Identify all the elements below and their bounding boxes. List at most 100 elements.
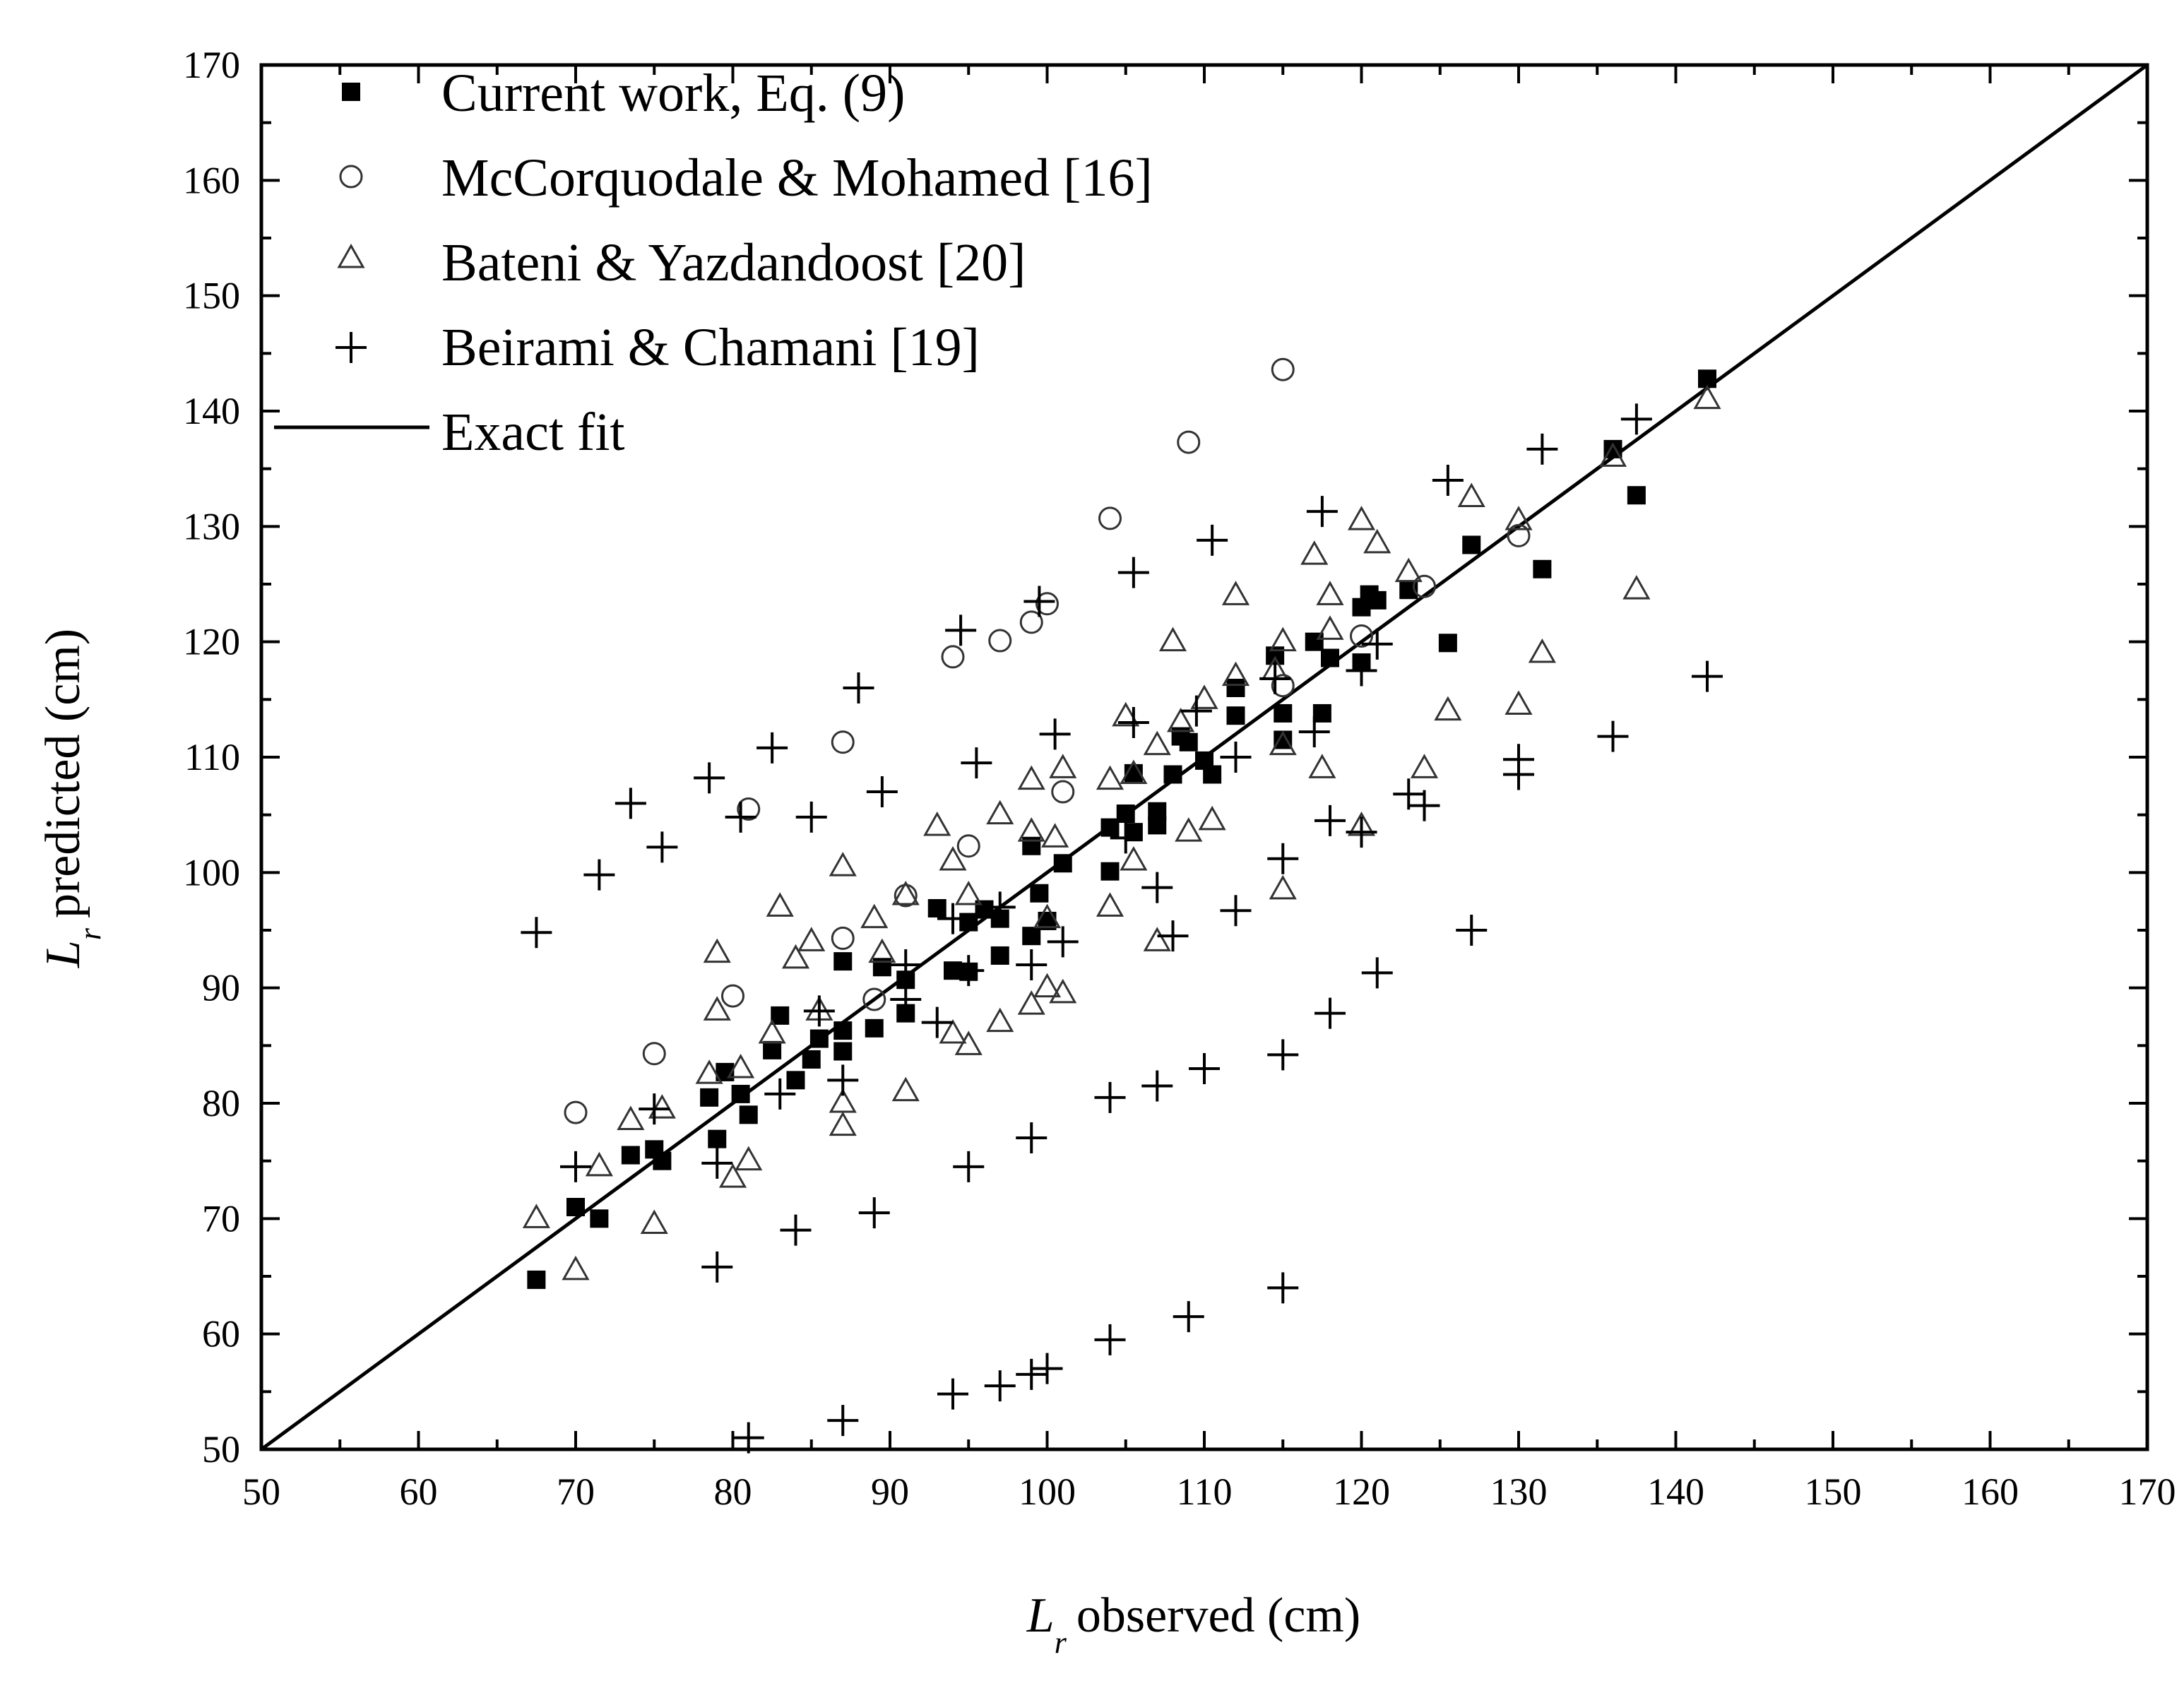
point-bateni <box>923 811 951 836</box>
point-beirami <box>701 1251 733 1283</box>
point-current-work <box>1163 765 1182 784</box>
point-current-work <box>833 1042 853 1061</box>
point-beirami <box>1141 1070 1173 1102</box>
legend-item-mccorquodale: McCorquodale & Mohamed [16] <box>339 148 1153 208</box>
point-current-work <box>1312 703 1331 723</box>
point-mccorquodale <box>721 984 744 1008</box>
point-mccorquodale <box>988 629 1012 653</box>
point-bateni <box>1622 575 1651 600</box>
point-mccorquodale <box>1271 357 1295 381</box>
point-bateni <box>1693 384 1721 410</box>
point-bateni <box>986 1007 1014 1033</box>
x-tick-label: 60 <box>400 1471 438 1513</box>
point-current-work <box>771 1006 790 1025</box>
point-current-work <box>833 1021 853 1040</box>
point-bateni <box>1269 730 1297 756</box>
point-current-work <box>1627 486 1646 505</box>
point-bateni <box>939 1018 967 1044</box>
point-beirami <box>1173 1301 1204 1333</box>
legend-plus-marker <box>336 332 367 363</box>
point-bateni <box>703 938 731 963</box>
point-mccorquodale <box>1177 430 1201 454</box>
point-bateni <box>1457 482 1485 507</box>
point-bateni <box>1017 765 1045 790</box>
point-bateni <box>766 892 794 917</box>
point-bateni <box>727 1053 755 1079</box>
point-bateni <box>1363 528 1391 554</box>
point-beirami <box>646 831 678 863</box>
point-beirami <box>1047 926 1079 958</box>
point-bateni <box>986 800 1014 825</box>
point-beirami <box>984 1370 1016 1402</box>
point-bateni <box>1167 707 1195 732</box>
legend-square-marker <box>342 83 360 101</box>
point-bateni <box>1049 978 1077 1004</box>
point-mccorquodale <box>941 645 965 669</box>
point-bateni <box>1158 626 1187 652</box>
point-beirami <box>1016 1358 1048 1390</box>
point-bateni <box>1041 823 1069 848</box>
point-beirami <box>937 1378 968 1410</box>
point-bateni <box>640 1209 668 1234</box>
point-current-work <box>653 1151 672 1170</box>
point-beirami <box>827 1405 859 1437</box>
point-beirami <box>1094 1324 1126 1355</box>
point-beirami <box>866 776 898 807</box>
point-beirami <box>725 801 756 833</box>
point-beirami <box>1526 433 1558 465</box>
point-bateni <box>585 1151 613 1177</box>
point-bateni <box>1598 442 1627 467</box>
point-current-work <box>927 898 946 917</box>
y-tick-label: 70 <box>202 1197 240 1240</box>
point-bateni <box>954 1030 983 1055</box>
point-beirami <box>1346 655 1377 687</box>
y-axis-title-var: L <box>36 940 90 968</box>
point-bateni <box>1112 701 1140 727</box>
legend-triangle-marker <box>337 243 365 268</box>
point-beirami <box>615 788 646 819</box>
point-beirami <box>1220 742 1252 773</box>
point-current-work <box>527 1270 546 1289</box>
point-bateni <box>939 845 967 871</box>
point-bateni <box>648 1094 676 1119</box>
legend-label-exact-fit: Exact fit <box>441 403 625 462</box>
point-beirami <box>1314 804 1346 836</box>
point-mccorquodale <box>831 730 855 754</box>
legend-circle-marker <box>339 165 363 189</box>
point-bateni <box>1394 557 1423 583</box>
point-bateni <box>1221 581 1250 605</box>
point-beirami <box>1016 1122 1048 1153</box>
point-bateni <box>1198 805 1226 831</box>
point-bateni <box>1017 817 1045 842</box>
point-beirami <box>1197 524 1228 556</box>
point-beirami <box>1503 744 1534 776</box>
point-current-work <box>708 1129 727 1148</box>
point-current-work <box>1274 703 1293 723</box>
point-bateni <box>522 1204 550 1228</box>
point-beirami <box>1031 1353 1063 1384</box>
y-tick-label: 120 <box>183 621 240 663</box>
point-current-work <box>566 1198 585 1216</box>
point-beirami <box>843 672 874 703</box>
y-tick-label: 110 <box>184 736 240 778</box>
point-bateni <box>1316 615 1344 640</box>
point-bateni <box>1505 690 1533 715</box>
point-bateni <box>1120 759 1148 784</box>
point-current-work <box>1203 765 1222 784</box>
point-current-work <box>1438 634 1457 653</box>
point-beirami <box>1259 663 1291 694</box>
point-current-work <box>1321 648 1339 667</box>
point-bateni <box>1269 626 1297 652</box>
point-current-work <box>1367 590 1387 610</box>
point-beirami <box>1180 695 1212 727</box>
point-bateni <box>1528 638 1556 663</box>
point-beirami <box>953 955 985 987</box>
point-beirami <box>1267 1272 1299 1304</box>
point-bateni <box>1033 903 1062 929</box>
point-beirami <box>521 917 552 949</box>
point-beirami <box>1141 872 1173 903</box>
point-current-work <box>786 1071 805 1090</box>
axes: 50 60 70 80 90 100 110 120 130 140 150 160 170 50 60 70… <box>183 44 2176 1513</box>
point-beirami <box>764 1078 796 1110</box>
point-current-work <box>1533 559 1552 578</box>
